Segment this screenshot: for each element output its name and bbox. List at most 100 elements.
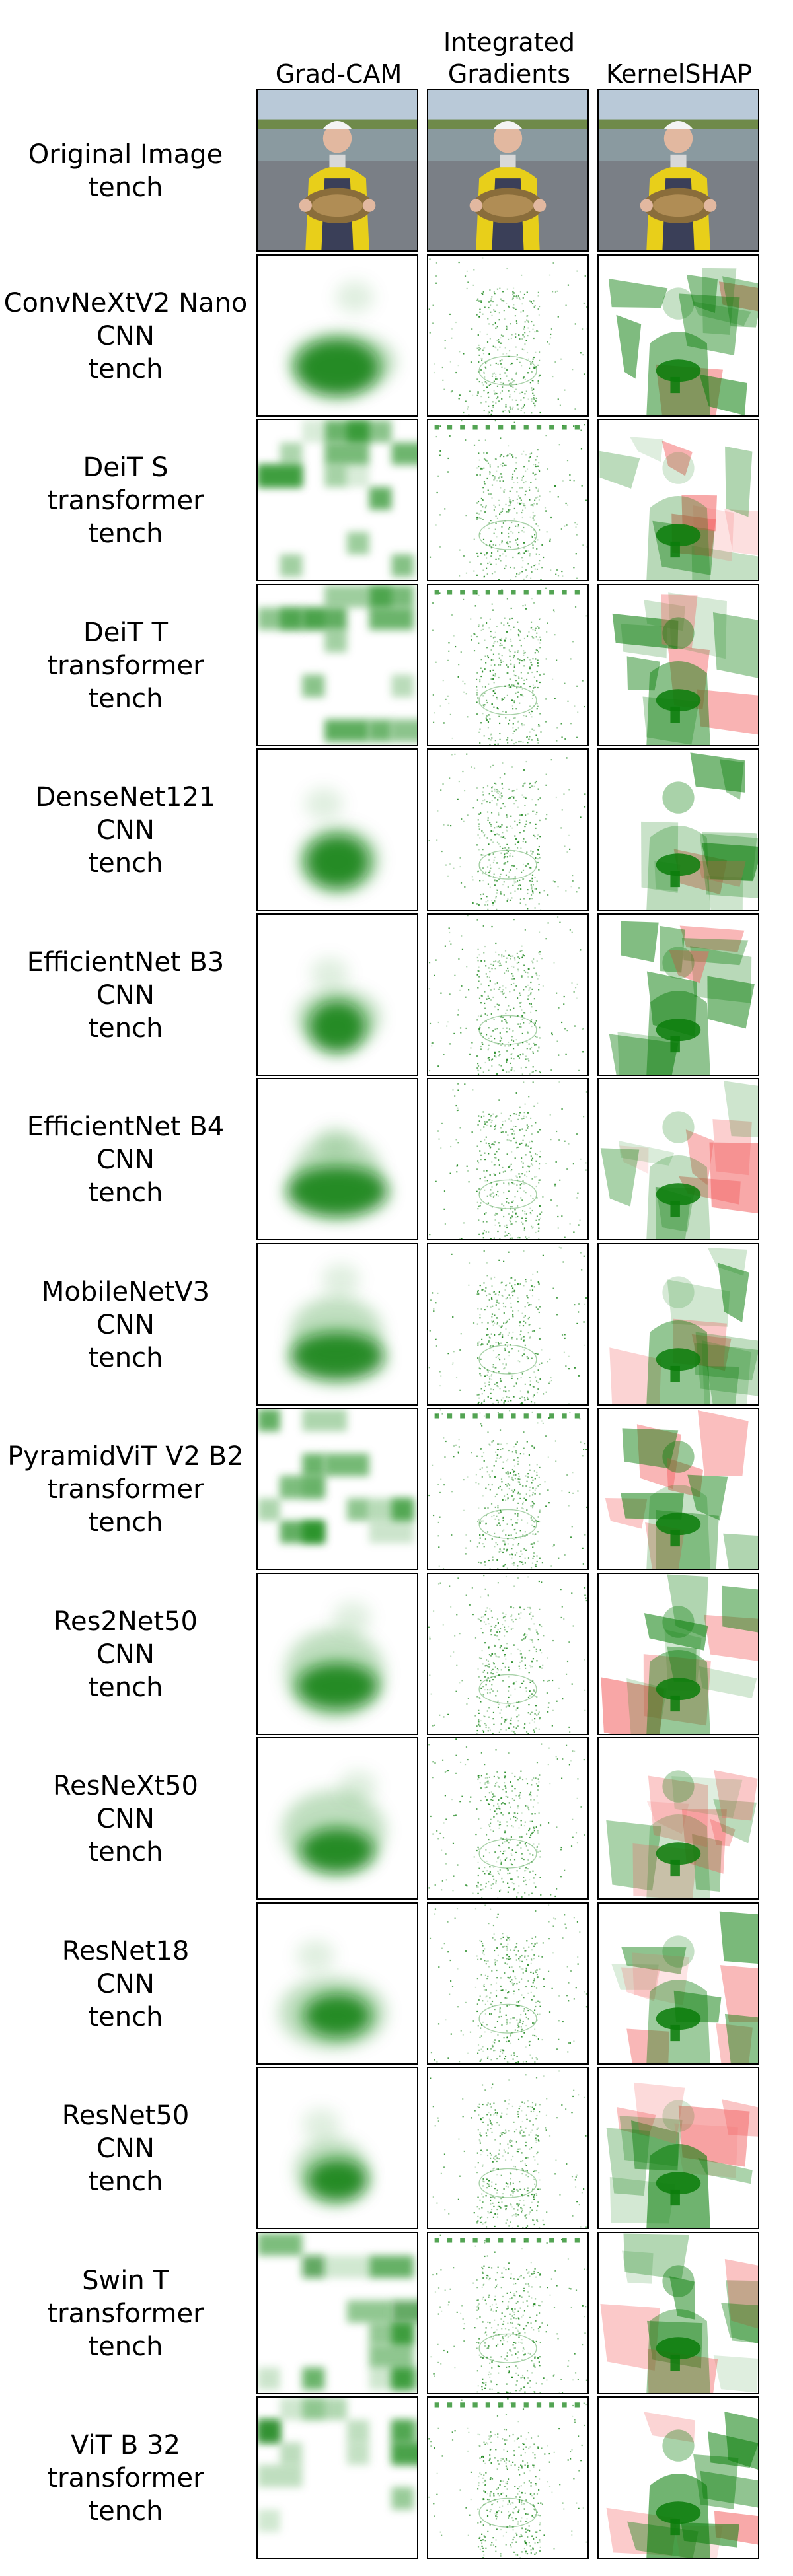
row-label-line-1: ConvNeXtV2 Nano — [3, 287, 248, 318]
kernelshap-panel — [597, 583, 759, 746]
row-label-line-3: tench — [88, 2331, 163, 2362]
row-label-line-1: ResNet18 — [61, 1935, 190, 1966]
gradcam-heatmap-panel — [256, 1572, 418, 1735]
gradcam-heatmap-panel — [256, 2231, 418, 2394]
row-label-line-3: tench — [88, 1837, 163, 1867]
kernelshap-panel — [597, 748, 759, 911]
integrated-gradients-panel — [427, 748, 589, 911]
gradcam-heatmap-panel — [256, 1737, 418, 1900]
row-label-line-3: tench — [88, 1507, 163, 1538]
row-label-line-3: tench — [88, 1342, 163, 1373]
gradcam-heatmap-panel — [256, 419, 418, 581]
row-model: ResNet50 CNN tench — [0, 2067, 793, 2231]
row-label-line-3: tench — [88, 353, 163, 384]
row-label-line-1: EfficientNet B4 — [26, 1112, 225, 1142]
column-header-gradcam: Grad-CAM — [275, 59, 402, 89]
row-label-line-1: ViT B 32 — [71, 2430, 180, 2460]
gradcam-heatmap-panel — [256, 2067, 418, 2229]
row-label-line-2: CNN — [96, 1309, 155, 1340]
gradcam-heatmap-panel — [256, 1902, 418, 2065]
row-label-original-image: Original Image tench — [0, 89, 251, 253]
row-label-line-2: CNN — [96, 1639, 155, 1670]
kernelshap-panel — [597, 2067, 759, 2229]
integrated-gradients-panel — [427, 1078, 589, 1240]
column-header-kernelshap: KernelSHAP — [606, 59, 752, 89]
row-model: DenseNet121 CNN tench — [0, 748, 793, 912]
row-label-line-1: MobileNetV3 — [41, 1276, 210, 1307]
gradcam-heatmap-panel — [256, 1408, 418, 1570]
row-label-line-3: tench — [88, 1178, 163, 1208]
kernelshap-panel — [597, 913, 759, 1076]
integrated-gradients-panel — [427, 1408, 589, 1570]
row-label-line-1: PyramidViT V2 B2 — [7, 1441, 244, 1472]
original-image-panel-2 — [427, 89, 589, 252]
integrated-gradients-panel — [427, 2231, 589, 2394]
gradcam-heatmap-panel — [256, 583, 418, 746]
gradcam-heatmap-panel — [256, 748, 418, 911]
kernelshap-panel — [597, 419, 759, 581]
row-label-line-1: Swin T — [82, 2265, 169, 2296]
row-label-model: ResNet18 CNN tench — [0, 1902, 251, 2066]
row-label-line-3: tench — [88, 519, 163, 549]
integrated-gradients-panel — [427, 254, 589, 417]
row-label-model: ResNet50 CNN tench — [0, 2067, 251, 2231]
kernelshap-panel — [597, 1902, 759, 2065]
kernelshap-panel — [597, 1078, 759, 1240]
row-label-model: PyramidViT V2 B2 transformer tench — [0, 1408, 251, 1571]
integrated-gradients-panel — [427, 419, 589, 581]
row-label-line-1: ResNet50 — [61, 2100, 190, 2131]
row-model: ResNeXt50 CNN tench — [0, 1737, 793, 1901]
integrated-gradients-panel — [427, 1572, 589, 1735]
row-label-line-2: tench — [88, 172, 163, 203]
row-label-line-2: transformer — [47, 1474, 204, 1505]
row-label-line-2: CNN — [96, 1804, 155, 1834]
original-image-panel-3 — [597, 89, 759, 252]
row-label-line-1: DeiT T — [83, 617, 169, 648]
gradcam-heatmap-panel — [256, 254, 418, 417]
row-label-line-1: Original Image — [28, 139, 223, 170]
kernelshap-panel — [597, 1242, 759, 1406]
row-label-line-1: Res2Net50 — [53, 1606, 198, 1637]
row-label-model: ConvNeXtV2 Nano CNN tench — [0, 254, 251, 418]
gradcam-heatmap-panel — [256, 1078, 418, 1240]
row-model: ResNet18 CNN tench — [0, 1902, 793, 2066]
row-label-line-3: tench — [88, 848, 163, 878]
row-label-line-2: transformer — [47, 2463, 204, 2493]
row-model: ConvNeXtV2 Nano CNN tench — [0, 254, 793, 418]
gradcam-heatmap-panel — [256, 2396, 418, 2559]
row-label-line-1: ResNeXt50 — [53, 1771, 198, 1801]
row-label-model: ViT B 32 transformer tench — [0, 2396, 251, 2560]
row-label-model: ResNeXt50 CNN tench — [0, 1737, 251, 1901]
kernelshap-panel — [597, 1572, 759, 1735]
row-label-line-3: tench — [88, 683, 163, 714]
row-label-model: MobileNetV3 CNN tench — [0, 1243, 251, 1407]
column-header-integrated-gradients: Integrated Gradients — [443, 28, 575, 89]
row-label-line-2: CNN — [96, 1968, 155, 1999]
row-model: Res2Net50 CNN tench — [0, 1572, 793, 1736]
row-label-line-2: CNN — [96, 320, 155, 351]
gradcam-heatmap-panel — [256, 913, 418, 1076]
row-label-model: Res2Net50 CNN tench — [0, 1573, 251, 1736]
row-label-line-2: transformer — [47, 650, 204, 681]
integrated-gradients-panel — [427, 1902, 589, 2065]
kernelshap-panel — [597, 2231, 759, 2394]
row-label-line-1: DeiT S — [83, 452, 169, 483]
integrated-gradients-panel — [427, 1737, 589, 1900]
row-label-line-3: tench — [88, 1013, 163, 1044]
gradcam-heatmap-panel — [256, 1242, 418, 1406]
integrated-gradients-panel — [427, 2396, 589, 2559]
row-model: MobileNetV3 CNN tench — [0, 1242, 793, 1407]
row-model: PyramidViT V2 B2 transformer tench — [0, 1408, 793, 1571]
row-label-model: EfficientNet B3 CNN tench — [0, 913, 251, 1077]
row-label-model: EfficientNet B4 CNN tench — [0, 1078, 251, 1242]
row-model: EfficientNet B3 CNN tench — [0, 913, 793, 1077]
integrated-gradients-panel — [427, 1242, 589, 1406]
kernelshap-panel — [597, 1737, 759, 1900]
row-label-line-2: CNN — [96, 1145, 155, 1175]
row-label-line-1: EfficientNet B3 — [26, 947, 225, 978]
